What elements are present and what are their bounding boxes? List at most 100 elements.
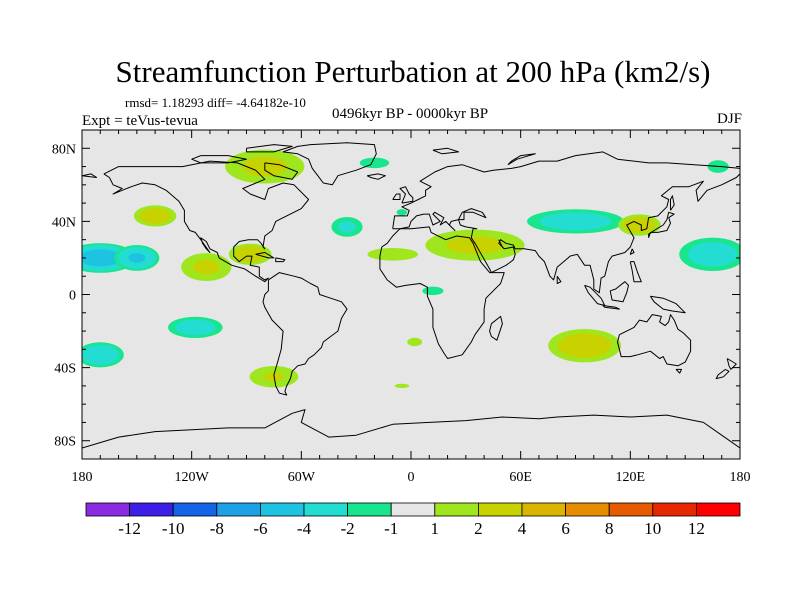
- colorbar-swatch: [696, 502, 741, 517]
- coastline-iceland: [366, 173, 386, 180]
- coastline-antarctica: [82, 409, 740, 449]
- colorbar-swatch: [129, 502, 174, 517]
- period-label: 0496kyr BP - 0000kyr BP: [332, 106, 488, 122]
- colorbar-label: -1: [384, 519, 398, 538]
- colorbar-swatch: [216, 502, 261, 517]
- colorbar-swatch: [85, 502, 130, 517]
- coastline-ellesmere: [246, 144, 293, 153]
- coastline-africa: [379, 226, 505, 359]
- colorbar-label: -4: [297, 519, 312, 538]
- colorbar-label: 1: [431, 519, 440, 538]
- x-tick-label: 0: [408, 470, 415, 485]
- colorbar-swatch: [347, 502, 392, 517]
- anomaly-contour: [82, 344, 120, 365]
- y-tick-label: 40S: [54, 362, 76, 377]
- coastline-british-isles: [399, 186, 414, 204]
- anomaly-contour: [359, 157, 390, 169]
- coastlines: [82, 142, 740, 449]
- x-tick-label: 60E: [509, 470, 532, 485]
- x-axis: 180 120W 60W 0 60E 120E 180: [72, 130, 751, 485]
- coastline-greenland: [282, 142, 377, 186]
- map-panel: 180 120W 60W 0 60E 120E 180 80N 40N 0 40S 80S: [52, 129, 751, 485]
- anomaly-contour: [422, 286, 444, 296]
- coastline-canadian-arctic: [191, 155, 247, 164]
- anomaly-contour: [396, 209, 408, 216]
- colorbar-label: 2: [474, 519, 483, 538]
- coastline-java: [602, 305, 620, 310]
- coastline-new-guinea: [649, 295, 686, 314]
- coastline-south-america: [262, 272, 348, 396]
- coastline-kamchatka-islands: [82, 173, 98, 178]
- coastline-baffin-island: [264, 162, 299, 180]
- colorbar-swatch: [259, 502, 305, 517]
- anomaly-contour: [234, 246, 267, 263]
- colorbar-label: -10: [162, 519, 185, 538]
- colorbar-label: -12: [118, 519, 141, 538]
- coastline-borneo: [609, 281, 629, 303]
- colorbar-swatch: [521, 502, 566, 517]
- anomaly-contour: [407, 337, 423, 347]
- colorbar-label: 8: [605, 519, 614, 538]
- colorbar-swatch: [608, 502, 654, 517]
- coastline-novaya-zemlya: [507, 153, 536, 166]
- colorbar-swatch: [565, 502, 610, 517]
- coastline-taiwan: [629, 248, 635, 255]
- coastline-australia: [617, 314, 692, 367]
- colorbar: -12 -10 -8 -6 -4 -2 -1 1 2 4 6 8 10 12: [85, 502, 741, 538]
- anomaly-contour: [192, 259, 220, 275]
- coastline-philippines: [629, 261, 642, 283]
- anomaly-contour: [539, 212, 612, 231]
- y-tick-label: 40N: [52, 215, 76, 230]
- anomaly-contour: [128, 253, 146, 263]
- contour-fills: [82, 149, 740, 388]
- coastline-arabia-gulf: [498, 239, 505, 250]
- map-background: [82, 130, 740, 459]
- colorbar-label: -6: [253, 519, 267, 538]
- x-tick-label: 120E: [616, 470, 646, 485]
- anomaly-contour: [338, 221, 357, 233]
- coastline-hispaniola: [275, 257, 286, 263]
- coastline-ireland: [392, 193, 401, 200]
- colorbar-label: 10: [644, 519, 661, 538]
- coastline-sakhalin: [670, 195, 675, 211]
- anomaly-contour: [687, 241, 738, 267]
- x-tick-label: 120W: [175, 470, 210, 485]
- experiment-label: Expt = teVus-tevua: [82, 113, 198, 129]
- chart-title: Streamfunction Perturbation at 200 hPa (…: [116, 54, 711, 89]
- colorbar-label: -8: [210, 519, 224, 538]
- anomaly-contour: [557, 333, 612, 358]
- coastline-japan: [648, 211, 675, 238]
- colorbar-swatch: [652, 502, 697, 517]
- stats-label: rmsd= 1.18293 diff= -4.64182e-10: [125, 95, 306, 110]
- anomaly-contour: [82, 249, 122, 267]
- colorbar-swatch: [390, 502, 436, 517]
- colorbar-swatch: [172, 502, 218, 517]
- anomaly-contour: [623, 217, 656, 234]
- x-tick-label: 180: [730, 470, 751, 485]
- y-tick-label: 0: [69, 289, 76, 304]
- y-tick-label: 80N: [52, 142, 76, 157]
- coastline-eurasia: [392, 151, 740, 294]
- anomaly-contour: [139, 208, 171, 224]
- x-tick-label: 180: [72, 470, 93, 485]
- anomaly-contour: [446, 236, 504, 255]
- anomaly-contour: [175, 319, 216, 336]
- coastline-north-america: [103, 160, 310, 283]
- coastline-new-zealand-north: [726, 358, 737, 370]
- anomaly-contour: [394, 383, 410, 388]
- y-axis: 80N 40N 0 40S 80S: [52, 142, 740, 450]
- colorbar-label: 12: [688, 519, 705, 538]
- coastline-tasmania: [675, 368, 682, 374]
- coastline-cuba: [255, 252, 275, 259]
- colorbar-label: 6: [561, 519, 570, 538]
- coastline-madagascar: [489, 315, 503, 341]
- coastline-sri-lanka: [556, 275, 562, 284]
- colorbar-swatch: [303, 502, 348, 517]
- coastline-new-zealand-south: [715, 368, 730, 380]
- colorbar-label: 4: [518, 519, 527, 538]
- season-label: DJF: [717, 111, 742, 127]
- coastline-svalbard: [432, 147, 459, 155]
- colorbar-swatch: [477, 502, 523, 517]
- anomaly-contour: [367, 247, 419, 261]
